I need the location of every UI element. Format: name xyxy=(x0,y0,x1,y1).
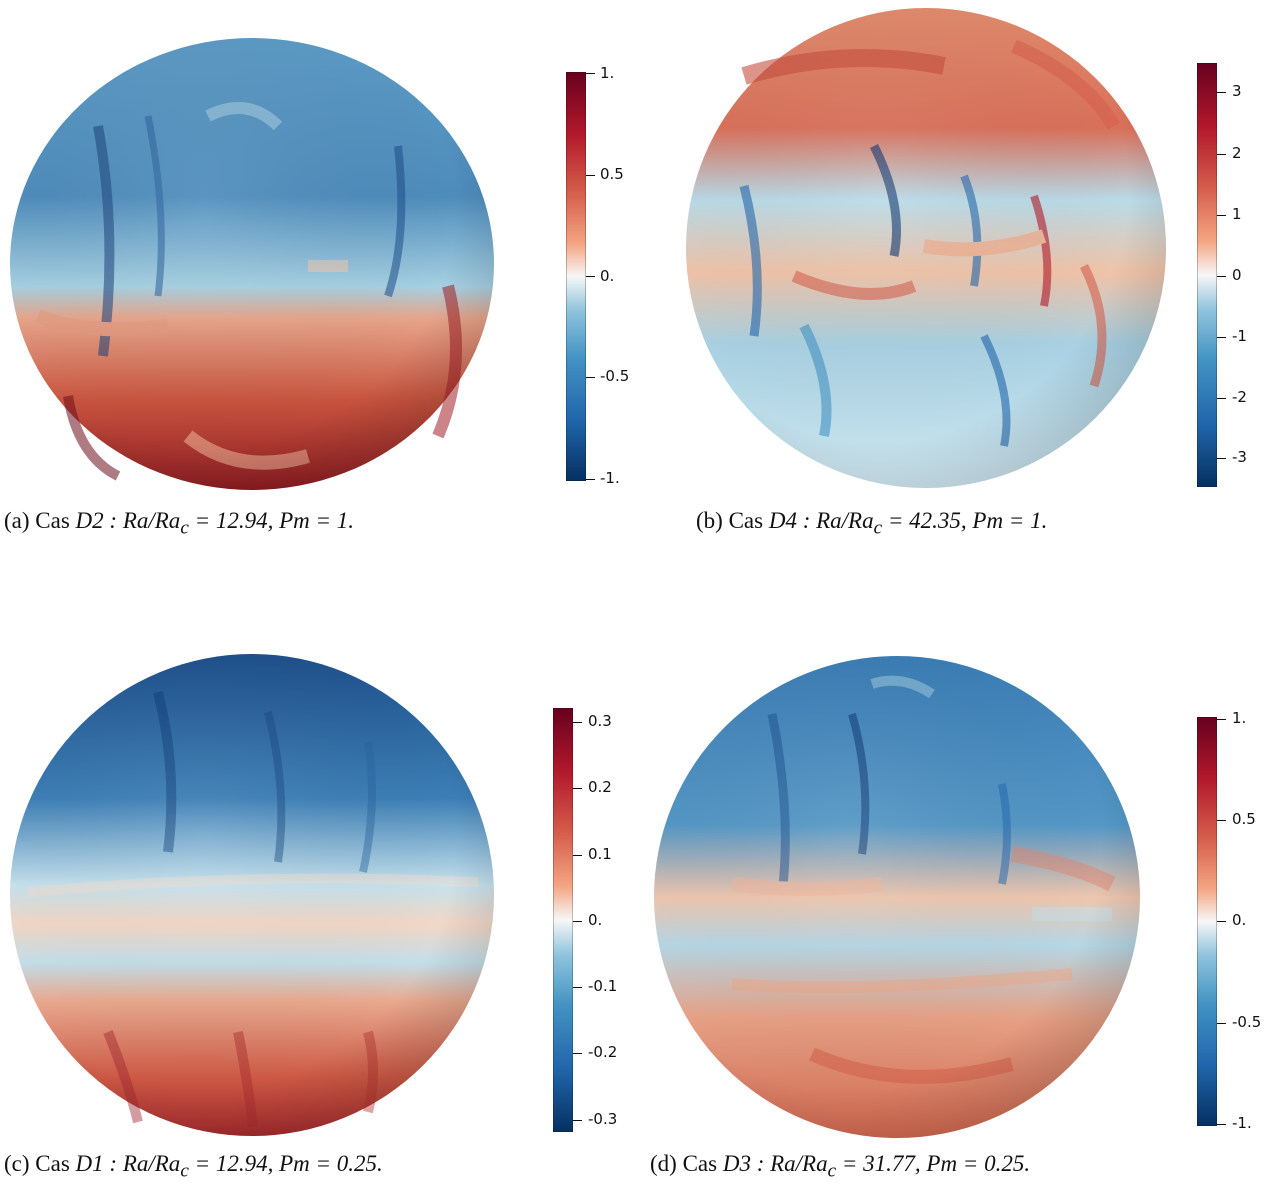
colorbar-gradient xyxy=(565,71,587,482)
caption-c: (c) Cas D1 : Ra/Rac = 12.94, Pm = 0.25. xyxy=(4,1151,383,1182)
caption-a: (a) Cas D2 : Ra/Rac = 12.94, Pm = 1. xyxy=(4,508,355,539)
tick-label: 1. xyxy=(600,64,615,82)
tick-label: -0.3 xyxy=(588,1110,618,1128)
sphere-plot-b xyxy=(686,8,1166,488)
tick-label: 0 xyxy=(1232,266,1242,284)
colorbar-a xyxy=(565,71,587,482)
colorbar-gradient xyxy=(552,707,574,1133)
sphere-plot-c xyxy=(10,654,494,1136)
tick-label: 0.5 xyxy=(600,165,624,183)
tick-label: 0. xyxy=(1232,911,1247,929)
tick-label: 2 xyxy=(1232,144,1242,162)
tick-label: 0. xyxy=(588,911,603,929)
sphere-plot-a xyxy=(10,38,494,490)
caption-d: (d) Cas D3 : Ra/Rac = 31.77, Pm = 0.25. xyxy=(650,1151,1031,1182)
tick-label: 0.5 xyxy=(1232,810,1256,828)
colorbar-c xyxy=(552,707,574,1133)
tick-label: -0.2 xyxy=(588,1043,618,1061)
tick-label: -2 xyxy=(1232,388,1247,406)
colorbar-b xyxy=(1196,62,1218,488)
tick-label: 0.1 xyxy=(588,845,612,863)
tick-label: 1. xyxy=(1232,709,1247,727)
tick-label: -0.1 xyxy=(588,977,618,995)
tick-label: 0.3 xyxy=(588,712,612,730)
tick-label: -1 xyxy=(1232,327,1247,345)
tick-label: 0. xyxy=(600,267,615,285)
tick-label: -0.5 xyxy=(1232,1013,1262,1031)
sphere-plot-d xyxy=(654,656,1140,1138)
tick-label: -1. xyxy=(1232,1114,1252,1132)
colorbar-gradient xyxy=(1196,716,1218,1127)
tick-label: 3 xyxy=(1232,82,1242,100)
caption-b: (b) Cas D4 : Ra/Rac = 42.35, Pm = 1. xyxy=(696,508,1048,539)
tick-label: 0.2 xyxy=(588,778,612,796)
tick-label: 1 xyxy=(1232,205,1242,223)
colorbar-d xyxy=(1196,716,1218,1127)
tick-label: -0.5 xyxy=(600,367,630,385)
tick-label: -1. xyxy=(600,469,620,487)
tick-label: -3 xyxy=(1232,448,1247,466)
colorbar-gradient xyxy=(1196,62,1218,488)
